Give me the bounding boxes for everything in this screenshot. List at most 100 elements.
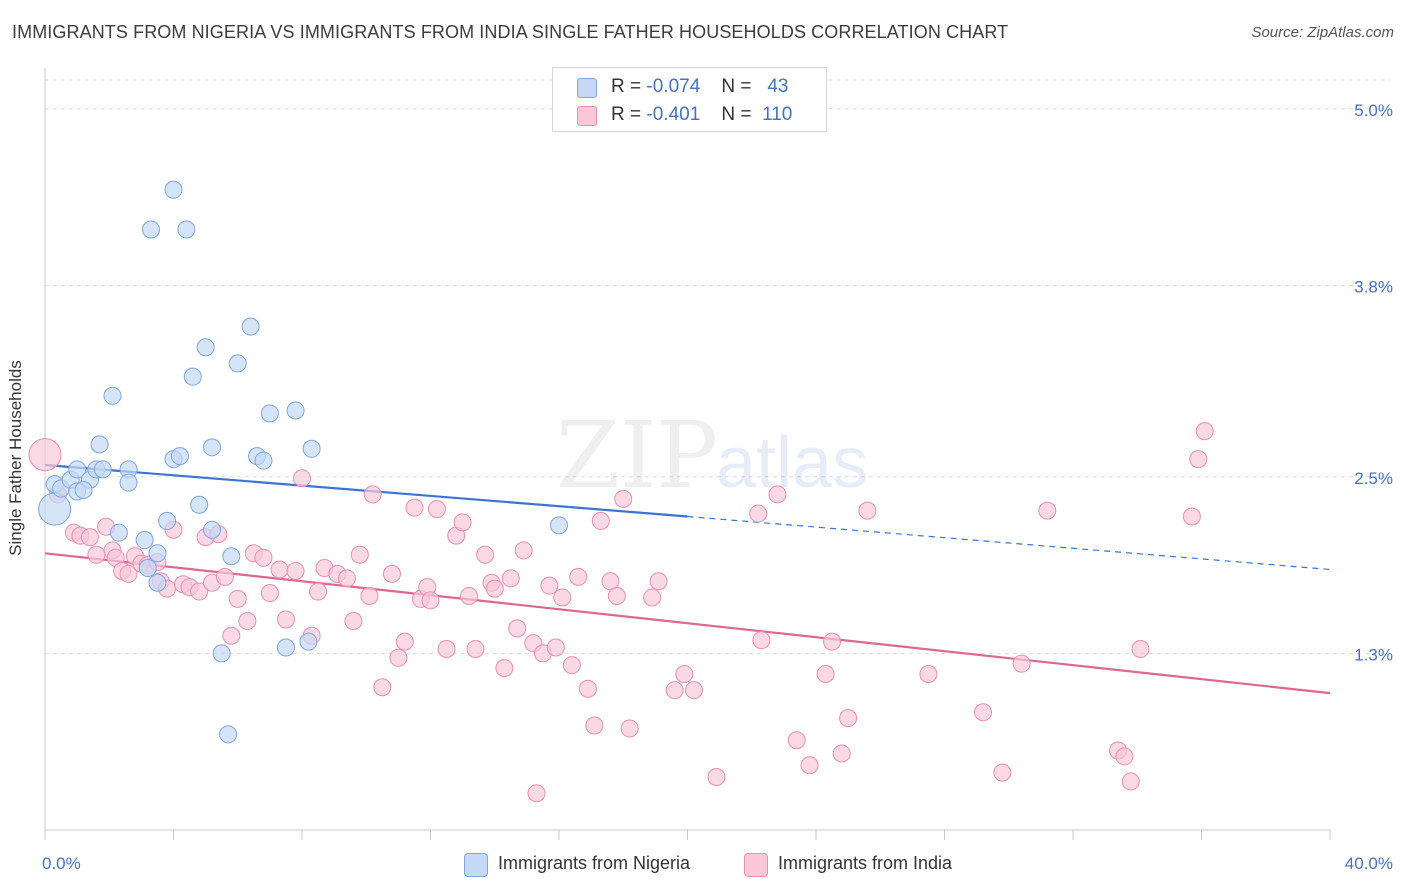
india-swatch [577, 106, 597, 126]
india-point [437, 639, 456, 658]
y-tick-label: 3.8% [1354, 277, 1393, 296]
nigeria-point [203, 438, 222, 457]
india-point [293, 469, 311, 488]
x-tick-label-end: 40.0% [1345, 854, 1393, 873]
india-point [607, 586, 626, 605]
india-point [476, 545, 495, 564]
india-point [350, 545, 369, 564]
india-point [620, 719, 639, 738]
tick-labels: 1.3% 2.5% 3.8% 5.0% 0.0% 40.0% [42, 101, 1393, 873]
india-point [286, 561, 305, 580]
y-tick-label: 5.0% [1354, 101, 1393, 120]
india-point [768, 485, 787, 504]
india-point [427, 500, 446, 519]
india-point [858, 501, 877, 520]
india-point [276, 610, 295, 629]
legend-swatch-nigeria [464, 853, 488, 877]
india-point [1195, 422, 1214, 441]
india-point [839, 709, 858, 728]
india-r-value: -0.401 [646, 104, 701, 125]
data-points [28, 180, 1214, 803]
nigeria-point [148, 573, 167, 592]
nigeria-point [299, 632, 318, 651]
india-point [919, 664, 938, 683]
india-point [87, 545, 106, 564]
india-r-label: R = [611, 104, 642, 125]
nigeria-point [135, 531, 154, 550]
india-point [80, 528, 99, 547]
correlation-legend: R = -0.074 N = 43 R = -0.401 N = 110 [552, 67, 827, 132]
legend-swatch-india [744, 853, 768, 877]
india-point [675, 664, 694, 683]
nigeria-point [68, 460, 87, 479]
india-point [344, 611, 363, 630]
nigeria-point [93, 460, 112, 479]
india-point [405, 498, 424, 517]
y-tick-label: 1.3% [1354, 645, 1393, 664]
india-trend-line [44, 552, 1331, 695]
nigeria-swatch [577, 78, 597, 98]
nigeria-point [212, 644, 231, 663]
india-point [527, 784, 546, 803]
nigeria-point [90, 435, 109, 454]
india-point [684, 681, 703, 700]
india-point [832, 744, 851, 763]
india-point [1012, 654, 1031, 673]
nigeria-point [142, 220, 161, 239]
nigeria-point [183, 367, 202, 386]
nigeria-point [103, 386, 122, 405]
india-point [553, 588, 572, 607]
legend-row-nigeria: R = -0.074 N = 43 [553, 72, 826, 102]
nigeria-point [158, 511, 177, 530]
india-point [453, 513, 472, 532]
india-point [1038, 501, 1057, 520]
nigeria-point [260, 404, 279, 423]
india-point [215, 567, 234, 586]
india-point [373, 678, 392, 697]
india-point [508, 619, 527, 638]
watermark-zip: ZIP [556, 402, 718, 509]
india-point [540, 576, 559, 595]
y-axis-label: Single Father Households [6, 360, 25, 556]
india-point [421, 591, 440, 610]
india-n-label: N = [721, 104, 752, 125]
india-point [514, 541, 533, 560]
india-point [501, 569, 520, 588]
watermark-atlas: atlas [716, 423, 868, 503]
x-tick-label-start: 0.0% [42, 854, 81, 873]
grid-lines [45, 79, 1390, 654]
india-point [254, 548, 273, 567]
india-point [993, 763, 1012, 782]
india-point [1189, 450, 1208, 469]
india-point [823, 632, 842, 651]
nigeria-stats: R = -0.074 N = 43 [611, 76, 788, 98]
nigeria-point [109, 523, 128, 542]
india-point [665, 681, 684, 700]
nigeria-r-label: R = [611, 76, 642, 97]
nigeria-point [222, 547, 241, 566]
nigeria-point [138, 559, 157, 578]
nigeria-point [228, 354, 247, 373]
india-point [974, 703, 993, 722]
india-point [800, 756, 819, 775]
nigeria-point [190, 495, 209, 514]
india-point [360, 586, 379, 605]
india-point [309, 582, 328, 601]
nigeria-point [170, 447, 189, 466]
india-point [389, 648, 408, 667]
watermark: ZIP atlas [556, 402, 868, 509]
india-point [1182, 507, 1201, 526]
india-point [614, 489, 633, 508]
nigeria-point [74, 481, 93, 500]
nigeria-point [203, 520, 222, 539]
series-legend: Immigrants from Nigeria Immigrants from … [0, 852, 1406, 878]
nigeria-n-label: N = [721, 76, 752, 97]
nigeria-point [550, 516, 568, 535]
legend-label-nigeria: Immigrants from Nigeria [498, 853, 691, 873]
india-point [260, 584, 279, 603]
chart-title: IMMIGRANTS FROM NIGERIA VS IMMIGRANTS FR… [12, 22, 1009, 42]
india-point [363, 485, 382, 504]
nigeria-point [148, 544, 167, 563]
nigeria-point [276, 638, 295, 657]
india-point [578, 679, 597, 698]
